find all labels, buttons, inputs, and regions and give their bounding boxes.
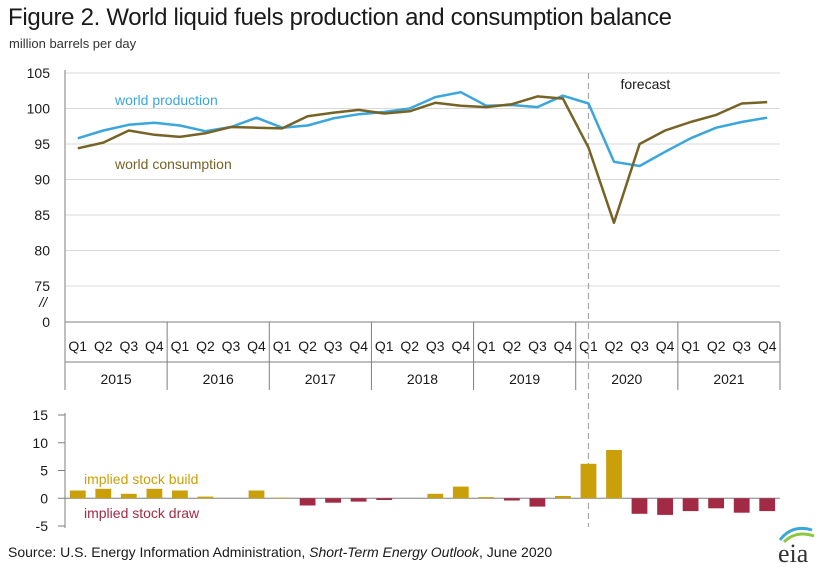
stock-build-bar (95, 488, 112, 499)
production-series-label: world production (114, 92, 218, 108)
source-suffix: , June 2020 (479, 544, 553, 560)
year-label: 2018 (407, 371, 438, 387)
stock-draw-bar (504, 498, 520, 501)
quarter-label: Q4 (145, 338, 164, 354)
quarter-label: Q2 (707, 338, 726, 354)
quarter-label: Q2 (94, 338, 113, 354)
quarter-label: Q4 (247, 338, 266, 354)
stock-draw-bar (682, 498, 699, 512)
quarter-label: Q2 (503, 338, 522, 354)
quarter-label: Q1 (375, 338, 394, 354)
consumption-series-label: world consumption (114, 156, 232, 172)
quarter-label: Q1 (681, 338, 700, 354)
stock-draw-bar (350, 498, 367, 502)
quarter-label: Q3 (528, 338, 547, 354)
quarter-label: Q3 (324, 338, 343, 354)
logo-arc-2 (782, 532, 815, 544)
quarter-label: Q1 (68, 338, 87, 354)
bottom-y-tick-label: 15 (32, 407, 48, 423)
year-label: 2016 (203, 371, 234, 387)
stock-build-bar (427, 493, 444, 499)
year-label: 2021 (713, 371, 744, 387)
logo-text: eia (778, 539, 809, 568)
stock-draw-bar (631, 498, 648, 514)
bottom-y-tick-label: 10 (32, 435, 48, 451)
top-y-tick-label: 85 (34, 207, 50, 223)
stock-draw-bar (708, 498, 724, 509)
stock-build-bar (248, 490, 265, 499)
top-y-tick-label: 75 (34, 278, 50, 294)
quarter-label: Q3 (732, 338, 751, 354)
source-prefix: Source: U.S. Energy Information Administ… (8, 544, 310, 560)
quarter-label: Q3 (119, 338, 138, 354)
production-line (77, 90, 768, 168)
stock-draw-bar (299, 498, 316, 506)
year-label: 2019 (509, 371, 540, 387)
stock-draw-bar (733, 498, 750, 513)
quarter-label: Q4 (554, 338, 573, 354)
bottom-y-tick-label: 5 (40, 463, 48, 479)
quarter-label: Q2 (298, 338, 317, 354)
stock-draw-bar (529, 498, 546, 507)
draw-label: implied stock draw (84, 505, 200, 521)
quarter-label: Q3 (426, 338, 445, 354)
top-y-tick-label: 95 (34, 136, 50, 152)
quarter-label: Q3 (222, 338, 241, 354)
stock-draw-bar (376, 498, 393, 500)
stock-build-bar (172, 490, 188, 499)
stock-build-bar (197, 496, 214, 499)
stock-build-bar (606, 450, 622, 499)
quarter-label: Q1 (477, 338, 496, 354)
stock-build-bar (555, 496, 571, 499)
quarter-label: Q4 (451, 338, 470, 354)
forecast-label: forecast (620, 76, 670, 92)
stock-build-bar (120, 493, 137, 499)
source-note: Source: U.S. Energy Information Administ… (8, 544, 552, 560)
stock-build-bar (478, 497, 495, 499)
top-zero-label: 0 (42, 314, 50, 330)
quarter-label: Q2 (605, 338, 624, 354)
source-publication: Short-Term Energy Outlook (309, 544, 480, 560)
top-y-tick-label: 105 (27, 65, 51, 81)
top-y-tick-label: 80 (34, 243, 50, 259)
quarter-label: Q4 (758, 338, 777, 354)
chart-labels: forecast world production world consumptio… (84, 76, 670, 521)
stock-build-bar (69, 490, 86, 499)
consumption-line (77, 95, 768, 225)
top-y-tick-label: 100 (27, 101, 51, 117)
gridlines (65, 72, 780, 323)
stock-build-bar (274, 497, 290, 499)
stock-build-bar (452, 486, 469, 499)
stock-build-bar (146, 488, 163, 499)
quarter-label: Q1 (171, 338, 190, 354)
year-label: 2017 (305, 371, 336, 387)
quarter-label: Q3 (630, 338, 649, 354)
logo-arc-1 (778, 526, 813, 541)
year-label: 2020 (611, 371, 642, 387)
quarter-label: Q1 (273, 338, 292, 354)
bottom-y-tick-label: 0 (40, 490, 48, 506)
eia-logo: eia (778, 526, 815, 568)
stock-bars (69, 450, 776, 515)
series-lines (77, 90, 768, 225)
quarter-label: Q4 (656, 338, 675, 354)
year-label: 2015 (100, 371, 131, 387)
stock-draw-bar (657, 498, 673, 515)
top-y-tick-label: 90 (34, 172, 50, 188)
build-label: implied stock build (84, 471, 198, 487)
quarter-label: Q4 (349, 338, 368, 354)
bottom-y-tick-label: -5 (36, 518, 49, 534)
stock-draw-bar (325, 498, 341, 503)
quarter-label: Q2 (196, 338, 215, 354)
chart-subtitle: million barrels per day (9, 36, 137, 51)
quarter-label: Q2 (400, 338, 419, 354)
stock-build-bar (580, 463, 597, 499)
axis-break-mark: // (38, 294, 49, 310)
chart-title: Figure 2. World liquid fuels production … (8, 4, 672, 31)
stock-draw-bar (759, 498, 776, 512)
